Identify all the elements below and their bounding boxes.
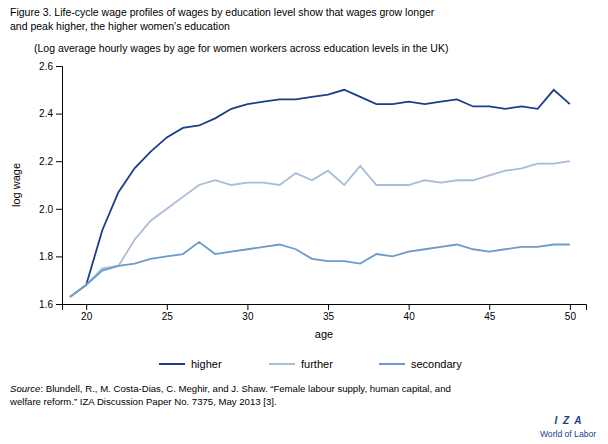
tick-label: 1.6	[39, 299, 53, 310]
tick-label: 1.8	[39, 251, 53, 262]
tick-mark	[56, 256, 62, 257]
legend-swatch	[379, 363, 405, 365]
tick: 1.6	[39, 299, 62, 310]
title: Figure 3. Life-cycle wage profiles of wa…	[10, 6, 435, 32]
legend-swatch	[269, 363, 295, 365]
chart: Figure 3. Life-cycle wage profiles of wa…	[0, 0, 608, 444]
source-text: welfare reform.” IZA Discussion Paper No…	[9, 396, 277, 407]
line	[70, 242, 570, 297]
tick-label: 2.4	[39, 108, 53, 119]
logo-subtitle: World of Labor	[540, 429, 596, 439]
tick: 40	[404, 304, 416, 322]
legend-label: secondary	[411, 358, 462, 370]
tick-mark	[56, 209, 62, 210]
tick-label: 50	[565, 311, 577, 322]
tick: 50	[565, 304, 577, 322]
legend-label: higher	[191, 358, 222, 370]
tick-mark	[489, 304, 490, 310]
tick-mark	[56, 66, 62, 67]
tick: 2.4	[39, 108, 62, 119]
title-line: Figure 3. Life-cycle wage profiles of wa…	[10, 6, 435, 18]
tick: 20	[81, 304, 93, 322]
x-axis: 20 25 30 35 40 45 50	[63, 304, 587, 322]
tick-label: 2.0	[39, 204, 53, 215]
lines	[70, 90, 570, 297]
source-text: : Blundell, R., M. Costa-Dias, C. Meghir…	[40, 383, 450, 394]
x-axis-title: age	[315, 328, 333, 340]
y-axis: 1.6 1.8 2.0 2.2 2.4 2.6	[39, 61, 62, 310]
logo: I Z A	[555, 415, 582, 426]
legend-item: further	[269, 358, 333, 370]
axis-line	[56, 67, 63, 305]
tick-label: 2.6	[39, 61, 53, 72]
tick-label: 45	[484, 311, 496, 322]
legend-item: higher	[159, 358, 222, 370]
tick-mark	[328, 304, 329, 310]
y-axis-title: log wage	[10, 163, 22, 207]
tick-label: 40	[404, 311, 416, 322]
title-line: and peak higher, the higher women’s educ…	[10, 20, 230, 32]
tick: 30	[242, 304, 254, 322]
legend-label: further	[301, 358, 333, 370]
line	[70, 161, 570, 297]
tick: 2.0	[39, 204, 62, 215]
tick-mark	[409, 304, 410, 310]
tick: 1.8	[39, 251, 62, 262]
legend-swatch	[159, 363, 185, 365]
plot: 20 25 30 35 40 45 50 1.6 1.8 2.0 2.2 2.4 2.6 age log w…	[10, 61, 587, 340]
source: Source: Blundell, R., M. Costa-Dias, C. …	[9, 383, 451, 407]
line	[70, 90, 570, 297]
tick-mark	[56, 161, 62, 162]
source-label: Source	[10, 383, 40, 394]
tick-label: 20	[81, 311, 93, 322]
tick-mark	[56, 304, 62, 305]
tick-label: 2.2	[39, 156, 53, 167]
tick: 35	[323, 304, 335, 322]
legend: higher further secondary	[159, 358, 462, 370]
tick-mark	[247, 304, 248, 310]
tick: 25	[162, 304, 174, 322]
tick: 2.2	[39, 156, 62, 167]
tick-mark	[56, 114, 62, 115]
tick-mark	[86, 304, 87, 310]
tick-label: 30	[242, 311, 254, 322]
legend-item: secondary	[379, 358, 462, 370]
tick: 45	[484, 304, 496, 322]
tick-label: 25	[162, 311, 174, 322]
axis-line	[63, 305, 587, 311]
tick-label: 35	[323, 311, 335, 322]
subtitle: (Log average hourly wages by age for wom…	[34, 42, 448, 54]
tick-mark	[167, 304, 168, 310]
tick-mark	[570, 304, 571, 310]
tick: 2.6	[39, 61, 62, 72]
